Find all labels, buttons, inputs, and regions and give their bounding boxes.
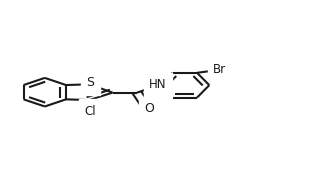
Text: Br: Br	[213, 63, 226, 76]
Text: HN: HN	[149, 78, 167, 91]
Text: Cl: Cl	[84, 105, 96, 118]
Text: S: S	[86, 76, 94, 89]
Text: O: O	[145, 102, 154, 115]
